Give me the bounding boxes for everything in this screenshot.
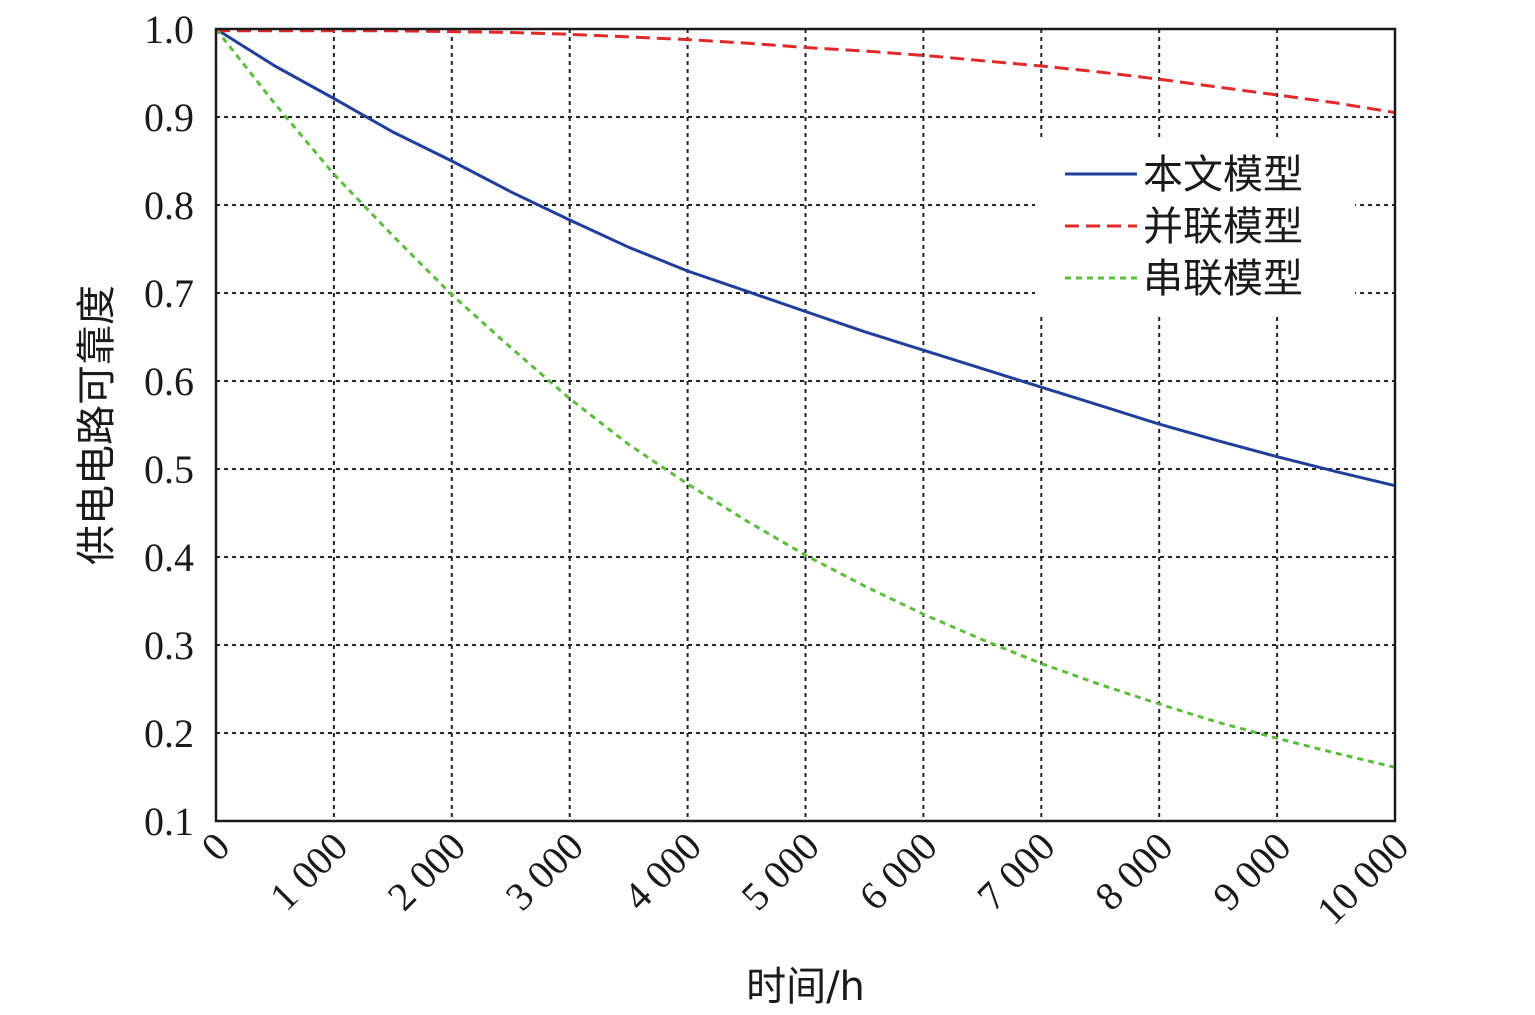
legend-box [1035,140,1355,316]
y-tick-label: 1.0 [144,7,194,52]
x-tick-label: 1 000 [261,824,356,919]
x-tick-label: 6 000 [850,824,945,919]
y-tick-label: 0.7 [144,271,194,316]
series-line-0 [215,27,1396,488]
x-tick-label: 8 000 [1086,824,1181,919]
series-lines [214,27,1396,769]
legend-label-0: 本文模型 [1143,152,1303,198]
x-tick-label: 4 000 [615,824,710,919]
y-axis-title: 供电电路可靠度 [74,285,120,565]
y-tick-label: 0.9 [144,95,194,140]
x-tick-labels: 0 1 000 2 000 3 000 4 000 5 000 6 000 7 000 8 00… [192,824,1417,934]
y-tick-label: 0.1 [144,799,194,844]
x-tick-label: 7 000 [968,824,1063,919]
x-tick-label: 3 000 [497,824,592,919]
x-axis-title: 时间/h [746,964,865,1010]
y-tick-label: 0.8 [144,183,194,228]
y-tick-label: 0.3 [144,623,194,668]
series-line-1 [216,29,1396,115]
series-line-2 [214,28,1396,769]
y-tick-label: 0.6 [144,359,194,404]
plot-frame [214,27,1397,823]
x-tick-label: 5 000 [732,824,827,919]
x-tick-label: 9 000 [1204,824,1299,919]
y-tick-labels: 0.1 0.2 0.3 0.4 0.5 0.6 0.7 0.8 0.9 1.0 [144,7,194,844]
legend-label-2: 串联模型 [1143,256,1303,302]
x-tick-label: 0 [192,824,238,870]
legend-label-1: 并联模型 [1143,204,1303,250]
y-tick-label: 0.5 [144,447,194,492]
x-tick-label: 2 000 [379,824,474,919]
y-tick-label: 0.4 [144,535,194,580]
y-tick-label: 0.2 [144,711,194,756]
x-tick-label: 10 000 [1308,824,1418,934]
